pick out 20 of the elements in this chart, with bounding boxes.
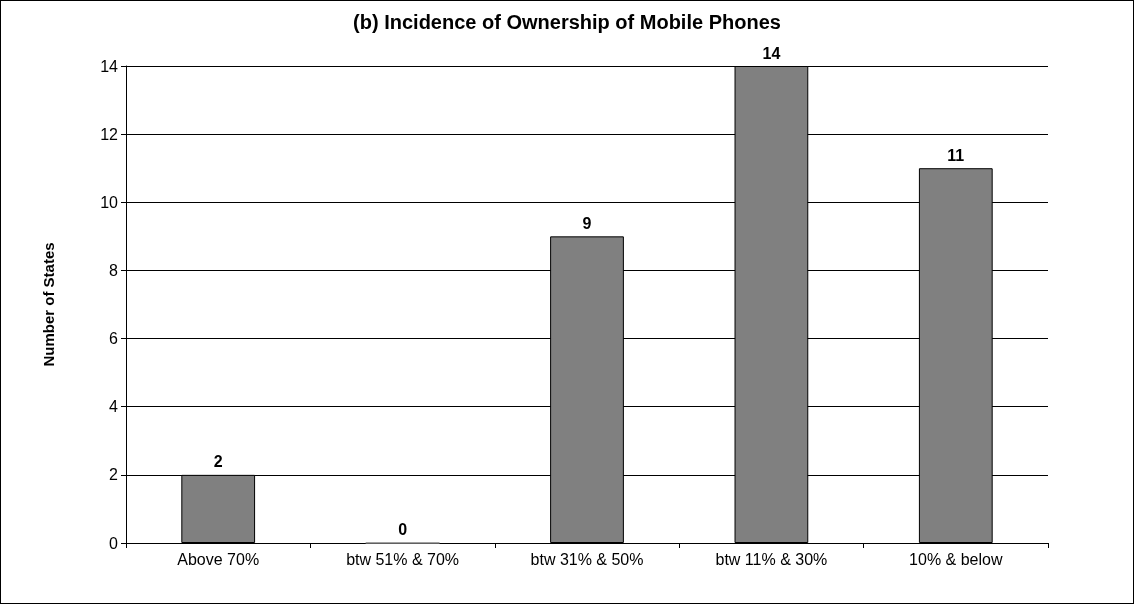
x-tick-label: 10% & below bbox=[909, 550, 1003, 568]
data-label: 0 bbox=[398, 521, 408, 538]
y-tick-label: 0 bbox=[109, 534, 119, 552]
x-tick-label: Above 70% bbox=[177, 550, 260, 568]
chart-title: (b) Incidence of Ownership of Mobile Phones bbox=[353, 11, 781, 33]
data-label: 9 bbox=[582, 214, 592, 232]
y-tick-label: 10 bbox=[100, 193, 119, 211]
data-label: 2 bbox=[213, 453, 223, 471]
data-label: 14 bbox=[762, 44, 781, 62]
y-tick-label: 6 bbox=[109, 330, 119, 348]
y-tick-label: 14 bbox=[100, 57, 119, 75]
y-tick-label: 8 bbox=[109, 261, 119, 279]
x-tick-label: btw 11% & 30% bbox=[715, 550, 828, 568]
y-axis-title: Number of States bbox=[40, 242, 57, 367]
x-tick-label: btw 31% & 50% bbox=[530, 550, 644, 568]
x-tick-label: btw 51% & 70% bbox=[346, 550, 460, 568]
y-tick-label: 12 bbox=[100, 125, 119, 143]
y-tick-label: 2 bbox=[109, 466, 119, 484]
data-label: 11 bbox=[947, 146, 965, 164]
y-tick-label: 4 bbox=[109, 398, 119, 416]
